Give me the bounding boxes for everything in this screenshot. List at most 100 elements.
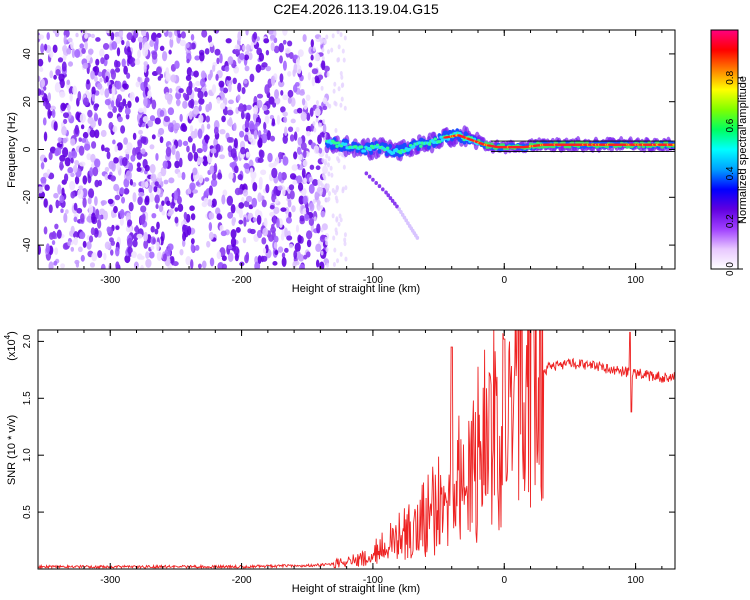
noise-blob [194,86,198,92]
noise-blob [326,197,330,203]
noise-blob [293,63,298,74]
noise-blob [190,33,195,41]
noise-blob [99,208,106,215]
noise-blob [182,224,187,234]
noise-blob [282,60,287,71]
noise-blob [162,160,169,169]
noise-blob [133,261,139,269]
noise-blob [144,195,150,203]
noise-blob [204,134,209,144]
noise-blob [232,77,237,85]
noise-blob [168,208,174,215]
noise-blob [341,48,345,54]
noise-blob [263,121,267,131]
signal-core [439,135,443,139]
noise-blob [100,57,105,65]
noise-blob [113,205,118,214]
signal-core [585,140,589,145]
noise-blob [145,251,150,259]
noise-blob [242,189,249,197]
noise-blob [340,96,344,102]
noise-blob [179,39,186,47]
noise-blob [100,129,107,138]
noise-blob [273,45,280,54]
noise-blob [283,116,288,123]
noise-blob [297,182,304,192]
noise-blob [237,82,242,93]
noise-blob [43,157,48,163]
signal-core [567,145,572,149]
noise-blob [297,234,302,244]
noise-blob [216,96,221,104]
noise-blob [233,48,240,55]
snr-ytick-label: 1.5 [22,391,33,405]
noise-blob [209,165,215,175]
noise-blob [240,110,245,120]
noise-blob [143,42,150,51]
noise-blob [209,257,215,267]
noise-blob [198,97,205,105]
noise-blob [210,178,218,187]
noise-blob [314,53,321,62]
noise-blob [285,217,293,224]
noise-blob [114,67,121,73]
noise-blob [77,246,83,253]
noise-blob [288,211,292,219]
noise-blob [317,206,321,212]
noise-blob [308,217,315,226]
noise-blob [136,57,140,66]
noise-blob [311,68,319,75]
noise-blob [337,86,341,92]
noise-blob [121,157,128,167]
noise-blob [190,213,196,221]
noise-blob [74,124,79,135]
noise-blob [335,198,339,204]
signal-core [417,141,422,145]
noise-blob [329,165,333,171]
noise-blob [218,80,225,88]
noise-blob [43,226,48,235]
noise-blob [193,70,199,78]
noise-blob [321,157,325,163]
noise-blob [174,207,179,212]
noise-blob [100,263,106,269]
noise-blob [197,90,204,99]
noise-blob [288,52,294,60]
noise-blob [188,110,193,120]
mirror-track [364,171,420,240]
noise-blob [177,139,183,147]
noise-blob [156,221,160,230]
noise-blob [286,193,291,200]
noise-blob [121,196,126,204]
signal-core [343,142,348,146]
noise-blob [40,162,45,170]
noise-blob [168,88,173,94]
mirror-blob [393,201,397,206]
noise-blob [320,39,324,45]
noise-blob [316,200,321,206]
noise-blob [301,98,306,106]
noise-blob [132,132,137,141]
spectrogram-ytick-label: 20 [22,96,33,108]
noise-blob [213,126,219,135]
noise-blob [168,49,172,55]
noise-blob [73,236,79,246]
noise-blob [73,202,78,211]
noise-blob [342,164,346,170]
noise-blob [97,250,103,258]
noise-blob [256,214,262,225]
noise-blob [189,205,195,212]
noise-blob [332,261,336,267]
noise-blob [38,88,42,96]
snr-line [38,330,675,569]
noise-blob [251,197,258,208]
noise-blob [274,249,279,256]
noise-blob [91,252,98,262]
noise-blob [319,132,326,138]
noise-blob [273,185,279,196]
noise-blob [221,255,227,262]
noise-blob [78,145,85,156]
noise-blob [47,92,52,102]
noise-blob [221,115,226,123]
noise-blob [80,124,85,130]
